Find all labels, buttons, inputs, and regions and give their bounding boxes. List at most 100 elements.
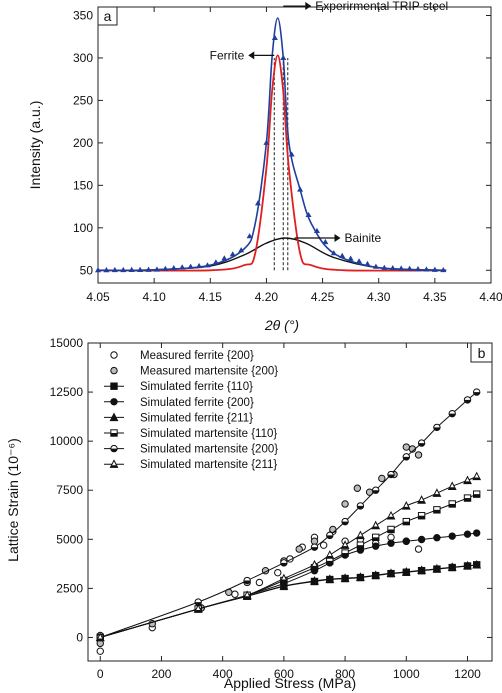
data-point (463, 396, 472, 404)
marker-fill (341, 553, 349, 557)
marker-shape (274, 568, 282, 577)
experimental-marker (170, 265, 177, 271)
marker-shape (255, 578, 264, 587)
experimental-marker (179, 264, 186, 270)
experimental-marker (423, 266, 430, 272)
marker-fill (418, 501, 426, 504)
data-point (417, 535, 426, 544)
panel-b-plot (95, 388, 482, 655)
marker-shape (110, 366, 118, 375)
experimental-marker (339, 252, 346, 258)
data-point (433, 423, 441, 432)
data-point (401, 566, 411, 576)
data-point (341, 549, 349, 557)
panel-b-ytick-label: 10000 (50, 434, 84, 448)
marker-shape (386, 568, 396, 577)
experimental-marker (145, 266, 152, 272)
panel-b-xtick-label: 800 (335, 667, 355, 681)
data-point (472, 388, 481, 396)
legend-label: Simulated martensite {211} (140, 459, 277, 471)
marker-shape (401, 566, 411, 576)
marker-shape (402, 537, 411, 545)
experimental-marker (330, 250, 337, 256)
data-point (402, 537, 411, 545)
data-point (448, 500, 456, 508)
panel-a-plot (95, 17, 447, 273)
panel-b-legend: Measured ferrite {200} Measured martensit… (104, 350, 278, 471)
marker-shape (109, 412, 119, 422)
data-point (96, 647, 104, 655)
experimental-marker (297, 186, 304, 192)
legend-item: Simulated ferrite {200} (104, 397, 254, 409)
experimental-marker (406, 265, 413, 271)
data-point (432, 563, 442, 573)
data-point (371, 486, 380, 494)
experimental-marker (389, 265, 396, 271)
marker-shape (310, 576, 319, 585)
experimental-marker (162, 265, 169, 271)
marker-fill (448, 487, 456, 490)
panel-a-ytick-label: 150 (73, 178, 93, 192)
data-point (463, 560, 472, 570)
data-point (325, 574, 335, 583)
experimental-marker (111, 266, 118, 273)
data-point (279, 581, 289, 590)
data-point (329, 525, 337, 534)
marker-fill (110, 465, 118, 468)
annotation-ferrite: Ferrite (210, 48, 245, 62)
panel-b-axes: 0 200 400 600 800 1000 1200 0 2500 5000 7500 10000 1… (50, 336, 492, 681)
marker-shape (340, 573, 350, 582)
data-point (280, 559, 288, 567)
data-point (417, 495, 427, 504)
data-point (447, 481, 457, 490)
marker-fill (433, 509, 441, 514)
marker-fill (433, 427, 441, 431)
marker-shape (417, 535, 426, 544)
panel-b-xtick-label: 1000 (393, 667, 420, 681)
marker-shape (448, 532, 456, 540)
experimental-marker (398, 265, 405, 271)
marker-shape (279, 581, 289, 590)
experimental-marker (288, 151, 295, 157)
panel-a-xtick-label: 4.40 (479, 290, 502, 304)
marker-fill (326, 556, 334, 559)
data-point (387, 470, 395, 479)
data-point (274, 568, 282, 577)
marker-fill (326, 560, 333, 565)
marker-shape (463, 560, 472, 570)
marker-shape (378, 474, 386, 483)
panel-a-label-box (97, 6, 118, 26)
marker-shape (110, 382, 118, 390)
panel-a-xtick-label: 4.15 (199, 290, 223, 304)
data-point (432, 488, 442, 497)
data-point (402, 453, 411, 461)
data-point (447, 562, 457, 571)
experimental-marker (255, 200, 262, 206)
marker-fill (311, 547, 318, 551)
marker-fill (387, 529, 395, 533)
marker-fill (473, 477, 481, 480)
experimental-marker (229, 251, 236, 257)
marker-shape (353, 484, 362, 492)
experimental-marker (153, 266, 160, 272)
panel-a-ytick-label: 300 (73, 51, 93, 65)
legend-label: Simulated ferrite {110} (140, 381, 253, 393)
marker-fill (402, 506, 410, 510)
panel-b-label: b (478, 345, 486, 361)
data-point (95, 632, 105, 642)
marker-shape (472, 529, 481, 537)
legend-marker (110, 429, 118, 437)
data-point (255, 578, 264, 587)
marker-fill (449, 413, 456, 417)
experimental-marker (356, 258, 363, 264)
experimental-marker (246, 233, 253, 239)
data-point (193, 604, 203, 613)
experimental-marker (187, 263, 194, 269)
data-point (371, 533, 380, 542)
panel-b-ytick-label: 7500 (56, 483, 83, 497)
data-point (417, 565, 427, 575)
legend-marker (110, 398, 118, 406)
marker-fill (403, 456, 410, 461)
legend-item: Simulated martensite {211} (104, 459, 277, 471)
data-point (279, 573, 289, 583)
